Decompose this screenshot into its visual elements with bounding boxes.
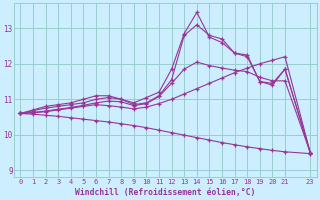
X-axis label: Windchill (Refroidissement éolien,°C): Windchill (Refroidissement éolien,°C) [75,188,255,197]
